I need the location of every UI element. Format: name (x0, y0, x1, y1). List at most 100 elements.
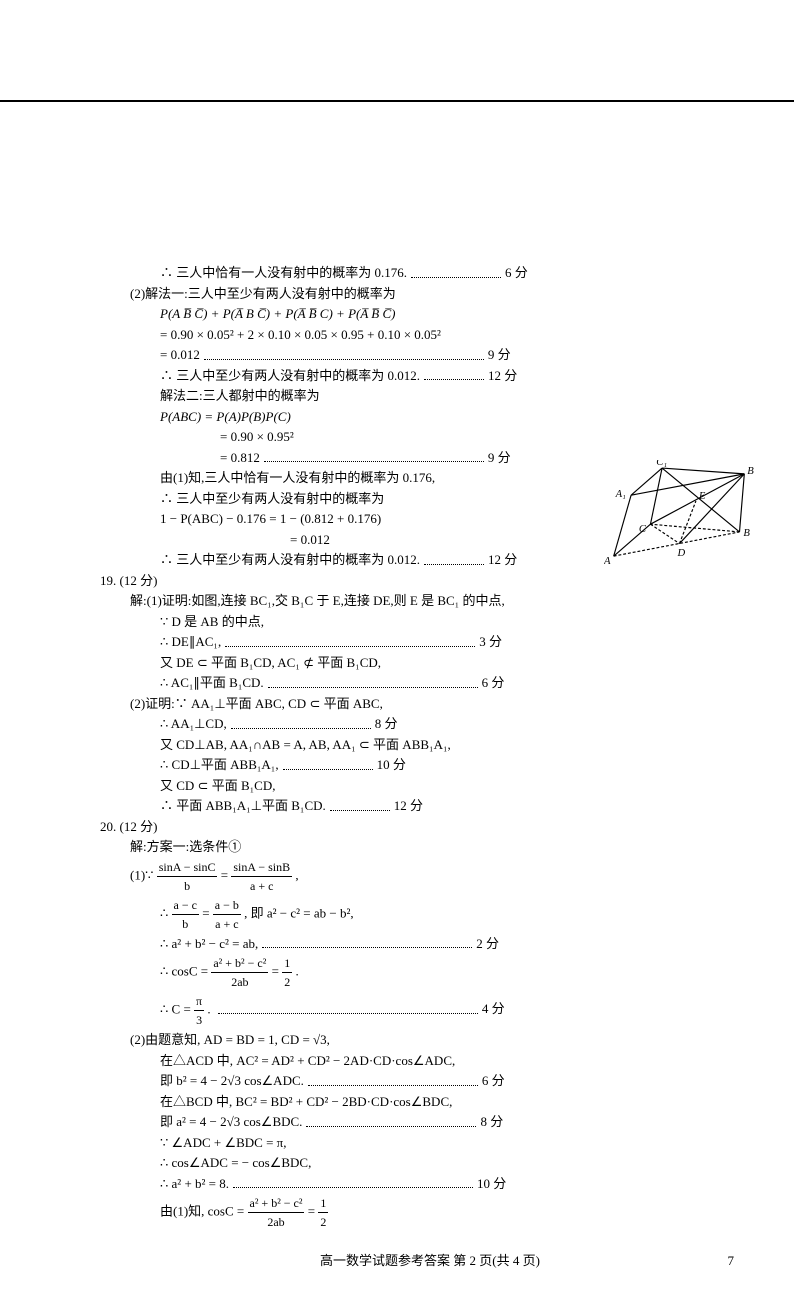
score: 8 分 (480, 1112, 503, 1132)
text-line: = 0.90 × 0.05² + 2 × 0.10 × 0.05 × 0.95 … (160, 325, 700, 345)
t: (2)证明:∵ AA₁⊥平面 ABC, CD ⊂ 平面 ABC, (130, 696, 383, 711)
fraction: a² + b² − c²2ab (211, 954, 268, 991)
t: ∴ 三人中恰有一人没有射中的概率为 0.176. (160, 265, 407, 280)
svg-text:D: D (677, 548, 686, 559)
text-line: ∴ DE∥AC₁, 3 分 (160, 632, 700, 652)
score: 3 分 (479, 632, 502, 652)
score: 6 分 (482, 673, 505, 693)
qnum: 19. (12 分) (100, 571, 160, 591)
svg-text:B₁: B₁ (747, 466, 754, 477)
t: 解:(1)证明:如图,连接 BC₁,交 B₁C 于 E,连接 DE,则 E 是 … (130, 593, 505, 608)
den: 2 (282, 973, 292, 991)
t: = 0.812 (220, 450, 260, 465)
page: ∴ 三人中恰有一人没有射中的概率为 0.176. 6 分 (2)解法一:三人中至少… (0, 100, 794, 1311)
t: ∴ 三人中至少有两人没有射中的概率为 0.012. (160, 368, 420, 383)
dotted-leader (231, 721, 371, 729)
text-line: 解:方案一:选条件① (130, 837, 700, 857)
score: 4 分 (482, 999, 505, 1019)
t: ∴ cosC = (160, 963, 211, 978)
text-line: (1)∵ sinA − sinCb = sinA − sinBa + c , (130, 858, 700, 895)
dotted-leader (218, 1007, 478, 1015)
content-area: ∴ 三人中恰有一人没有射中的概率为 0.176.6 分 (2)解法一:三人中至少… (160, 263, 700, 1271)
text-line: ∴ a² + b² = 8. 10 分 (160, 1174, 700, 1194)
t: ∴ a² + b² = 8. (160, 1176, 229, 1191)
t: 由(1)知, cosC = (160, 1203, 248, 1218)
t: 在△BCD 中, BC² = BD² + CD² − 2BD·CD·cos∠BD… (160, 1094, 452, 1109)
dotted-leader (268, 680, 478, 688)
t: (2)解法一:三人中至少有两人没有射中的概率为 (130, 286, 396, 301)
dotted-leader (262, 941, 472, 949)
t: 又 DE ⊂ 平面 B₁CD, AC₁ ⊄ 平面 B₁CD, (160, 655, 381, 670)
t: ∴ cos∠ADC = − cos∠BDC, (160, 1155, 311, 1170)
text-line: ∵ D 是 AB 的中点, (160, 612, 700, 632)
text-line: (2)证明:∵ AA₁⊥平面 ABC, CD ⊂ 平面 ABC, (130, 694, 700, 714)
t: ∴ AA₁⊥CD, (160, 716, 227, 731)
text-line: 由(1)知, cosC = a² + b² − c²2ab = 12 (160, 1194, 700, 1231)
score: 12 分 (488, 550, 517, 570)
text-line: ∴ 平面 ABB₁A₁⊥平面 B₁CD. 12 分 (160, 796, 700, 816)
svg-text:E: E (698, 491, 706, 502)
score: 10 分 (477, 1174, 506, 1194)
text-line: ∴ a² + b² − c² = ab,2 分 (160, 934, 700, 954)
prism-diagram: ABCDA₁B₁C₁E (604, 460, 754, 570)
t: 在△ACD 中, AC² = AD² + CD² − 2AD·CD·cos∠AD… (160, 1053, 455, 1068)
score: 12 分 (394, 796, 423, 816)
fraction: 12 (318, 1194, 328, 1231)
t: ∴ 三人中至少有两人没有射中的概率为 (160, 491, 384, 506)
text-line: 即 a² = 4 − 2√3 cos∠BDC. 8 分 (160, 1112, 700, 1132)
fraction: sinA − sinBa + c (231, 858, 292, 895)
t: P(A B̅ C̅) + P(A̅ B C̅) + P(A̅ B̅ C) + P… (160, 306, 396, 321)
text-line: ∴ AC₁∥平面 B₁CD.6 分 (160, 673, 700, 693)
t: = 0.90 × 0.05² + 2 × 0.10 × 0.05 × 0.95 … (160, 327, 441, 342)
dotted-leader (283, 762, 373, 770)
t: P(ABC) = P(A)P(B)P(C) (160, 409, 291, 424)
t: . (295, 963, 298, 978)
den: 2 (318, 1213, 328, 1231)
text-line: ∴ a − cb = a − ba + c , 即 a² − c² = ab −… (160, 896, 700, 933)
text-line: = 0.0129 分 (160, 345, 700, 365)
den: 3 (194, 1011, 204, 1029)
num: 1 (318, 1194, 328, 1213)
question-19: 19. (12 分) (160, 571, 700, 591)
text-line: 又 DE ⊂ 平面 B₁CD, AC₁ ⊄ 平面 B₁CD, (160, 653, 700, 673)
page-number: 7 (728, 1251, 735, 1271)
den: 2ab (248, 1213, 305, 1231)
score: 9 分 (488, 345, 511, 365)
svg-text:C₁: C₁ (656, 460, 667, 468)
t: . (207, 1001, 210, 1016)
dotted-leader (233, 1181, 473, 1189)
t: = 0.90 × 0.95² (220, 429, 294, 444)
text-line: 又 CD⊥AB, AA₁∩AB = A, AB, AA₁ ⊂ 平面 ABB₁A₁… (160, 735, 700, 755)
dotted-leader (424, 557, 484, 565)
t: ∴ DE∥AC₁, (160, 634, 221, 649)
text-line: ∴ CD⊥平面 ABB₁A₁,10 分 (160, 755, 700, 775)
t: 1 − P(ABC) − 0.176 = 1 − (0.812 + 0.176) (160, 511, 381, 526)
score: 8 分 (375, 714, 398, 734)
score: 12 分 (488, 366, 517, 386)
num: 1 (282, 954, 292, 973)
t: = (221, 867, 232, 882)
t: 又 CD⊥AB, AA₁∩AB = A, AB, AA₁ ⊂ 平面 ABB₁A₁… (160, 737, 451, 752)
text-line: P(ABC) = P(A)P(B)P(C) (160, 407, 700, 427)
t: 即 a² = 4 − 2√3 cos∠BDC. (160, 1114, 302, 1129)
t: = 0.012 (290, 532, 330, 547)
num: a² + b² − c² (211, 954, 268, 973)
question-20: 20. (12 分) (160, 817, 700, 837)
t: 由(1)知,三人中恰有一人没有射中的概率为 0.176, (160, 470, 435, 485)
text-line: 在△BCD 中, BC² = BD² + CD² − 2BD·CD·cos∠BD… (160, 1092, 700, 1112)
text-line: ∴ 三人中至少有两人没有射中的概率为 0.012. 12 分 (160, 366, 700, 386)
t: ∴ a² + b² − c² = ab, (160, 936, 258, 951)
fraction: sinA − sinCb (157, 858, 218, 895)
svg-text:A: A (604, 556, 611, 567)
den: b (157, 877, 218, 895)
score: 10 分 (377, 755, 406, 775)
fraction: a − ba + c (213, 896, 241, 933)
t: ∴ 平面 ABB₁A₁⊥平面 B₁CD. (160, 798, 326, 813)
den: a + c (213, 915, 241, 933)
t: = (202, 905, 213, 920)
t: = (308, 1203, 319, 1218)
text-line: 又 CD ⊂ 平面 B₁CD, (160, 776, 700, 796)
text-line: P(A B̅ C̅) + P(A̅ B C̅) + P(A̅ B̅ C) + P… (160, 304, 700, 324)
text-line: 解:(1)证明:如图,连接 BC₁,交 B₁C 于 E,连接 DE,则 E 是 … (130, 591, 700, 611)
text-line: 解法二:三人都射中的概率为 (160, 386, 700, 406)
